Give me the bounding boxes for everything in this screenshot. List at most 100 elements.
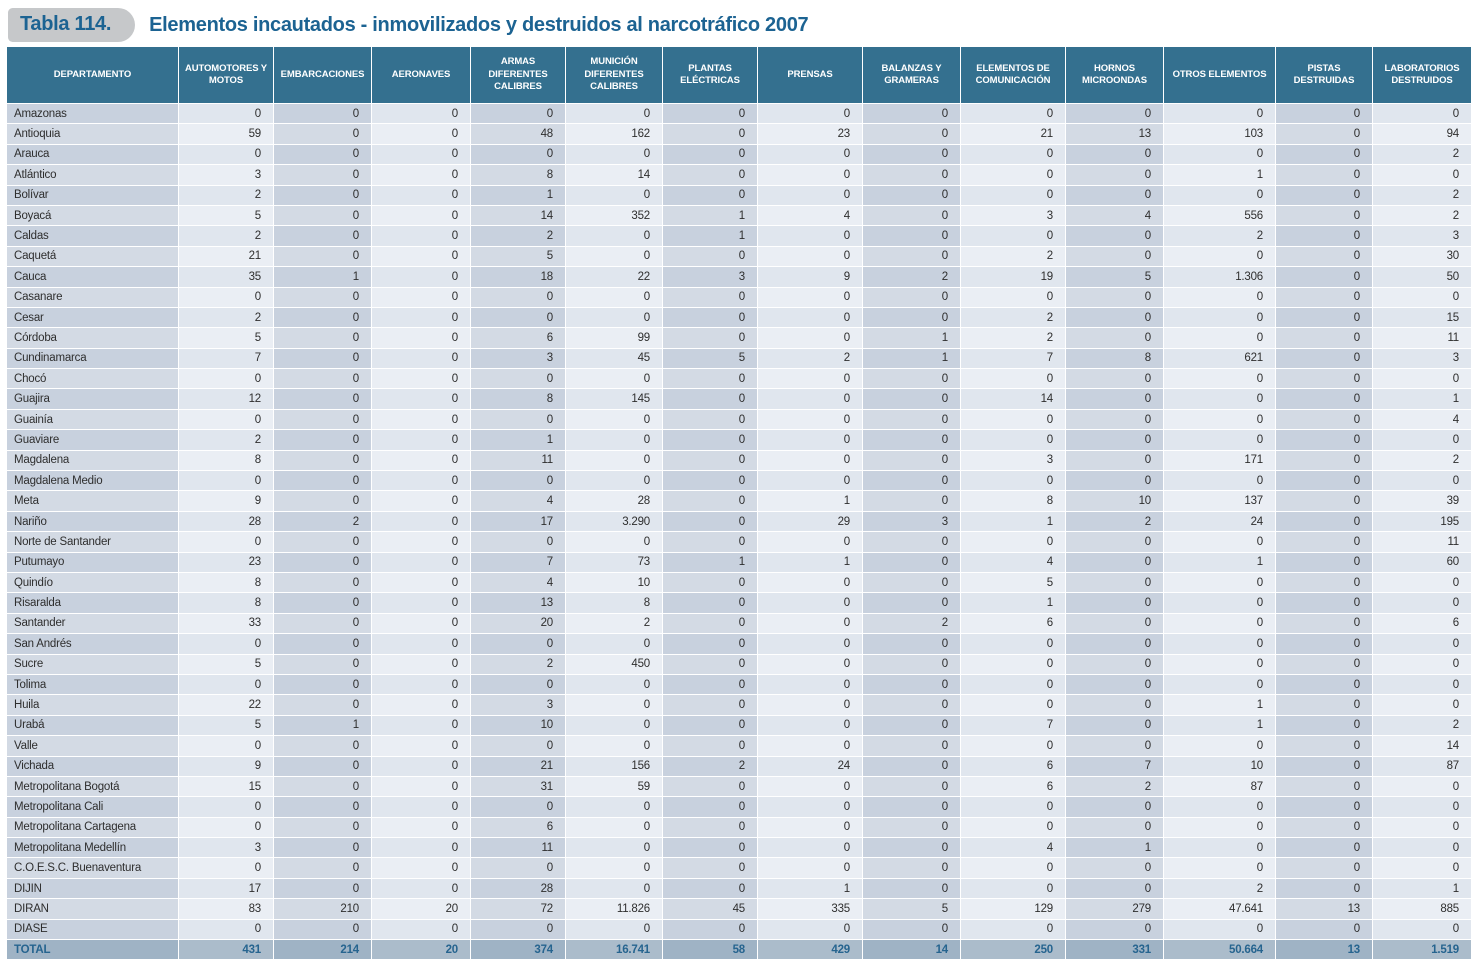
value-cell: 0	[862, 531, 961, 553]
departamento-cell: Tolima	[6, 673, 179, 696]
value-cell: 1	[662, 225, 758, 247]
value-cell: 0	[757, 735, 863, 757]
value-cell: 0	[1163, 368, 1276, 390]
value-cell: 0	[1163, 918, 1276, 941]
table-row: Sucre 5 0 0 2 450 0 0 0 0 0 0 0 0	[6, 653, 1472, 675]
value-cell: 0	[757, 306, 863, 329]
value-cell: 0	[960, 368, 1066, 390]
value-cell: 0	[862, 571, 961, 594]
table-row: Amazonas 0 0 0 0 0 0 0 0 0 0 0 0 0	[6, 102, 1472, 125]
value-cell: 0	[371, 694, 471, 716]
value-cell: 10	[1163, 755, 1276, 777]
value-cell: 0	[371, 429, 471, 451]
value-cell: 5	[178, 327, 274, 349]
value-cell: 15	[1372, 306, 1472, 329]
value-cell: 3	[960, 449, 1066, 472]
value-cell: 0	[1163, 388, 1276, 410]
value-cell: 0	[662, 673, 758, 696]
value-cell: 0	[470, 857, 566, 879]
departamento-cell: Meta	[6, 490, 179, 512]
table-row: San Andrés 0 0 0 0 0 0 0 0 0 0 0 0 0	[6, 633, 1472, 655]
value-cell: 0	[371, 673, 471, 696]
value-cell: 0	[662, 306, 758, 329]
value-cell: 11	[1372, 327, 1472, 349]
value-cell: 0	[1372, 796, 1472, 818]
value-cell: 0	[1275, 143, 1373, 166]
value-cell: 7	[1065, 755, 1164, 777]
value-cell: 2	[960, 327, 1066, 349]
value-cell: 195	[1372, 510, 1472, 533]
value-cell: 60	[1372, 551, 1472, 573]
value-cell: 8	[178, 449, 274, 472]
value-cell: 0	[273, 816, 372, 839]
value-cell: 4	[960, 837, 1066, 859]
column-header: PLANTAS ELÉCTRICAS	[662, 46, 758, 104]
value-cell: 0	[1275, 164, 1373, 186]
departamento-cell: Antioquia	[6, 123, 179, 145]
value-cell: 0	[371, 612, 471, 635]
value-cell: 250	[960, 939, 1066, 961]
value-cell: 0	[273, 673, 372, 696]
value-cell: 0	[757, 102, 863, 125]
table-row: Huila 22 0 0 3 0 0 0 0 0 0 1 0 0	[6, 694, 1472, 716]
value-cell: 1.519	[1372, 939, 1472, 961]
value-cell: 0	[273, 184, 372, 206]
value-cell: 0	[371, 551, 471, 573]
value-cell: 885	[1372, 898, 1472, 920]
value-cell: 7	[960, 347, 1066, 370]
elements-table: DEPARTAMENTO AUTOMOTORES Y MOTOS EMBARCACI…	[6, 46, 1472, 961]
value-cell: 22	[565, 266, 663, 288]
value-cell: 3	[178, 164, 274, 186]
value-cell: 0	[470, 368, 566, 390]
value-cell: 2	[862, 612, 961, 635]
table-row: Córdoba 5 0 0 6 99 0 0 1 2 0 0 0 11	[6, 327, 1472, 349]
value-cell: 0	[862, 490, 961, 512]
value-cell: 0	[662, 775, 758, 798]
value-cell: 2	[1163, 225, 1276, 247]
value-cell: 22	[178, 694, 274, 716]
value-cell: 0	[862, 204, 961, 227]
value-cell: 87	[1372, 755, 1472, 777]
value-cell: 0	[757, 429, 863, 451]
table-row: Antioquia 59 0 0 48 162 0 23 0 21 13 103 0 94	[6, 123, 1472, 145]
value-cell: 2	[960, 245, 1066, 268]
value-cell: 0	[862, 429, 961, 451]
value-cell: 0	[371, 918, 471, 941]
value-cell: 6	[960, 775, 1066, 798]
value-cell: 1	[1163, 694, 1276, 716]
value-cell: 0	[1372, 857, 1472, 879]
value-cell: 0	[662, 429, 758, 451]
value-cell: 50	[1372, 266, 1472, 288]
value-cell: 0	[178, 368, 274, 390]
value-cell: 5	[178, 714, 274, 737]
value-cell: 7	[470, 551, 566, 573]
value-cell: 21	[960, 123, 1066, 145]
value-cell: 0	[273, 449, 372, 472]
value-cell: 0	[565, 184, 663, 206]
value-cell: 0	[1275, 204, 1373, 227]
value-cell: 1	[862, 347, 961, 370]
value-cell: 0	[371, 735, 471, 757]
value-cell: 0	[1372, 653, 1472, 675]
value-cell: 214	[273, 939, 372, 961]
value-cell: 0	[757, 633, 863, 655]
value-cell: 0	[662, 653, 758, 675]
header-row: DEPARTAMENTO AUTOMOTORES Y MOTOS EMBARCACI…	[6, 46, 1472, 104]
value-cell: 0	[960, 877, 1066, 900]
value-cell: 29	[757, 510, 863, 533]
value-cell: 0	[757, 612, 863, 635]
value-cell: 0	[1372, 816, 1472, 839]
value-cell: 0	[470, 470, 566, 492]
value-cell: 83	[178, 898, 274, 920]
value-cell: 8	[470, 164, 566, 186]
value-cell: 0	[371, 857, 471, 879]
value-cell: 0	[273, 306, 372, 329]
value-cell: 21	[470, 755, 566, 777]
value-cell: 0	[757, 837, 863, 859]
value-cell: 1	[470, 429, 566, 451]
value-cell: 0	[662, 408, 758, 431]
column-header: BALANZAS Y GRAMERAS	[862, 46, 961, 104]
value-cell: 0	[371, 408, 471, 431]
value-cell: 0	[565, 368, 663, 390]
value-cell: 2	[1065, 775, 1164, 798]
